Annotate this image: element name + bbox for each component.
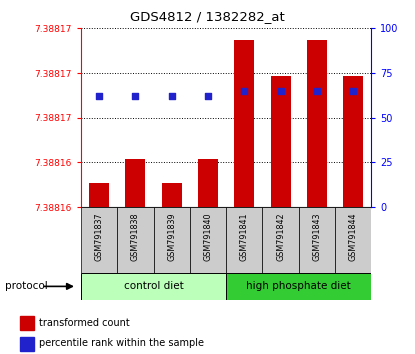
Point	[96, 93, 103, 99]
FancyBboxPatch shape	[117, 207, 154, 273]
Bar	[162, 183, 182, 207]
FancyBboxPatch shape	[226, 207, 263, 273]
Text: GDS4812 / 1382282_at: GDS4812 / 1382282_at	[130, 10, 285, 23]
Text: high phosphate diet: high phosphate diet	[247, 281, 351, 291]
Text: GSM791841: GSM791841	[240, 212, 249, 261]
Bar	[307, 40, 327, 207]
Bar	[20, 337, 34, 350]
Text: GSM791839: GSM791839	[167, 212, 176, 261]
Point	[350, 88, 356, 94]
FancyBboxPatch shape	[335, 207, 371, 273]
Text: protocol: protocol	[5, 281, 48, 291]
Bar	[125, 159, 145, 207]
FancyBboxPatch shape	[263, 207, 299, 273]
Text: GSM791844: GSM791844	[349, 212, 358, 261]
Bar	[234, 40, 254, 207]
FancyBboxPatch shape	[81, 207, 117, 273]
Point	[132, 93, 139, 99]
Point	[241, 88, 248, 94]
FancyBboxPatch shape	[81, 273, 226, 300]
FancyBboxPatch shape	[154, 207, 190, 273]
Text: percentile rank within the sample: percentile rank within the sample	[39, 338, 204, 348]
Point	[314, 88, 320, 94]
FancyBboxPatch shape	[226, 273, 371, 300]
FancyBboxPatch shape	[190, 207, 226, 273]
Bar	[271, 76, 290, 207]
Point	[277, 88, 284, 94]
Bar	[20, 316, 34, 330]
Text: GSM791837: GSM791837	[95, 212, 104, 261]
Text: GSM791840: GSM791840	[203, 212, 212, 261]
Text: transformed count: transformed count	[39, 318, 130, 328]
FancyBboxPatch shape	[299, 207, 335, 273]
Text: GSM791838: GSM791838	[131, 212, 140, 261]
Text: control diet: control diet	[124, 281, 183, 291]
Point	[168, 93, 175, 99]
Text: GSM791842: GSM791842	[276, 212, 285, 261]
Bar	[198, 159, 218, 207]
Bar	[89, 183, 109, 207]
Point	[205, 93, 211, 99]
Bar	[343, 76, 363, 207]
Text: GSM791843: GSM791843	[312, 212, 322, 261]
